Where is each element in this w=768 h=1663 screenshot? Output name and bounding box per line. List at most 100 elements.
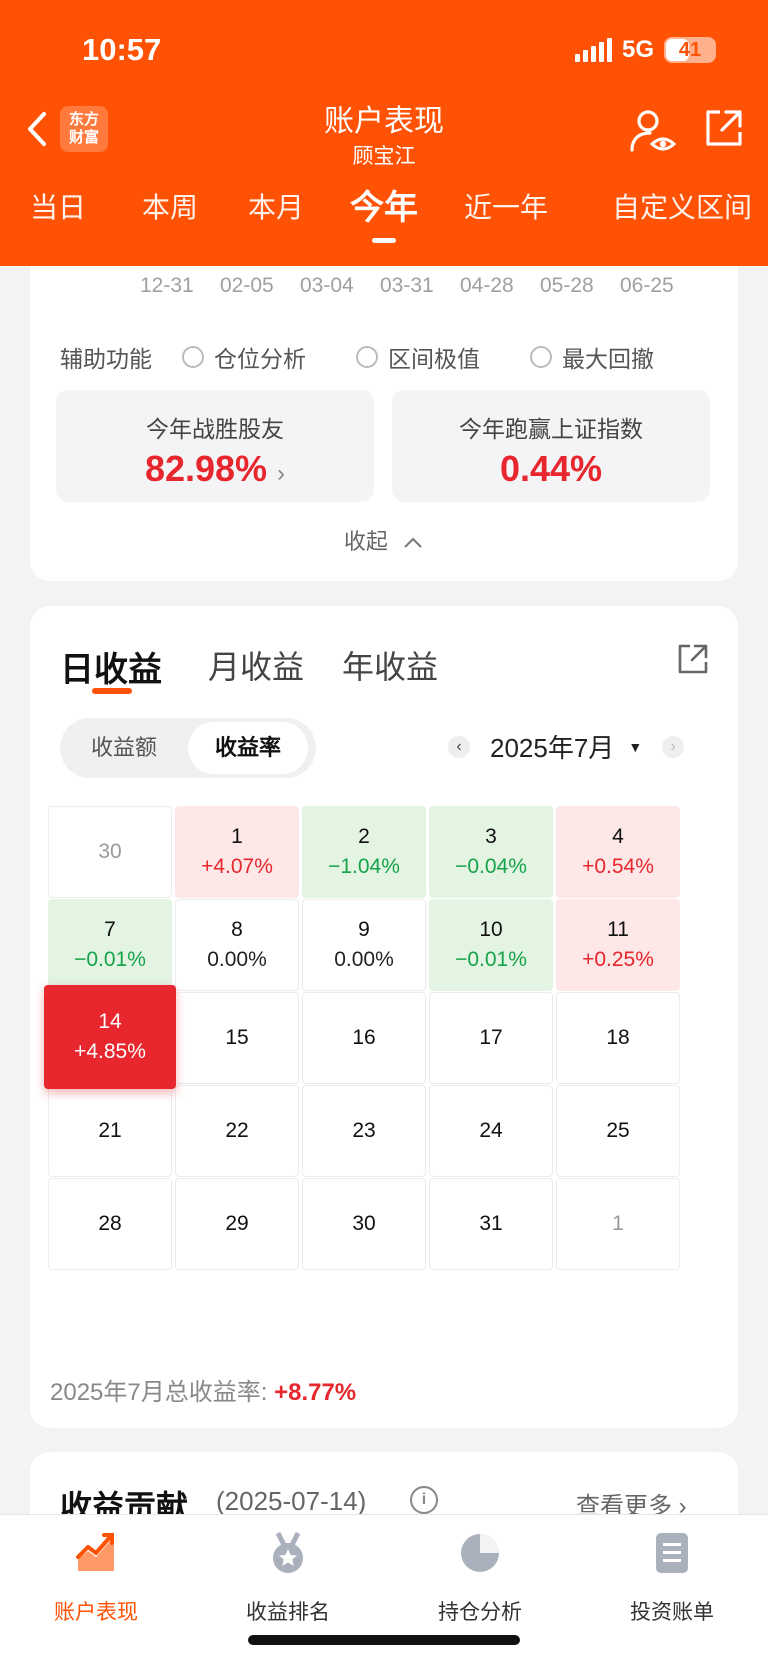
day-number: 4 <box>612 825 624 848</box>
day-return-rate: +4.85% <box>74 1040 146 1063</box>
calendar-day[interactable]: 2 −1.04% <box>302 806 426 898</box>
profit-card: 日收益 月收益 年收益 收益额 收益率 ‹ 2025年7月 ▼ › 周一 周二 … <box>30 606 738 1428</box>
month-select[interactable]: 2025年7月 <box>490 733 615 763</box>
month-total: 2025年7月总收益率: +8.77% <box>50 1372 356 1407</box>
toggle-amount[interactable]: 收益额 <box>90 735 157 760</box>
account-name: 顾宝江 <box>352 145 416 168</box>
calendar-day[interactable]: 21 <box>48 1085 172 1177</box>
calendar-day[interactable]: 18 <box>556 992 680 1084</box>
calendar-day[interactable]: 10 −0.01% <box>429 899 553 991</box>
calendar-day[interactable]: 29 <box>175 1178 299 1270</box>
bill-icon <box>656 1533 688 1573</box>
day-number: 23 <box>352 1119 376 1142</box>
day-number: 21 <box>98 1119 122 1142</box>
status-indicators: 5G 41 <box>574 36 716 64</box>
tab-this-year[interactable]: 今年 <box>350 189 418 227</box>
tab-monthly-profit[interactable]: 月收益 <box>208 649 305 685</box>
day-number: 11 <box>607 918 629 941</box>
calendar-day[interactable]: 25 <box>556 1085 680 1177</box>
day-number: 10 <box>479 918 503 941</box>
day-number: 31 <box>479 1212 503 1235</box>
back-arrow-icon[interactable] <box>20 106 54 152</box>
calendar-day[interactable]: 17 <box>429 992 553 1084</box>
trend-chart-icon <box>76 1533 114 1571</box>
brand-logo: 东方 财富 <box>60 106 108 152</box>
calendar-day[interactable]: 16 <box>302 992 426 1084</box>
calendar-day[interactable]: 1 +4.07% <box>175 806 299 898</box>
medal-icon <box>273 1531 303 1573</box>
month-total-value: +8.77% <box>274 1379 357 1406</box>
tab-this-month[interactable]: 本月 <box>248 192 305 223</box>
month-total-label: 2025年7月总收益率: <box>50 1379 268 1406</box>
calendar-day[interactable]: 30 <box>48 806 172 898</box>
user-watch-icon[interactable] <box>628 106 678 156</box>
collapse-button[interactable]: 收起 <box>30 524 738 556</box>
home-indicator <box>248 1635 520 1645</box>
calendar-day[interactable]: 31 <box>429 1178 553 1270</box>
calendar-day[interactable]: 3 −0.04% <box>429 806 553 898</box>
day-return-rate: −0.01% <box>455 948 527 971</box>
beat-index-box: 今年跑赢上证指数 0.44% <box>392 390 710 502</box>
day-return-rate: −1.04% <box>328 855 400 878</box>
chevron-right-icon: › <box>678 1493 687 1520</box>
calendar-day[interactable]: 1 <box>556 1178 680 1270</box>
date-tick: 02-05 <box>220 274 274 297</box>
calendar-day[interactable]: 15 <box>175 992 299 1084</box>
calendar-day[interactable]: 7 −0.01% <box>48 899 172 991</box>
toggle-rate[interactable]: 收益率 <box>188 722 308 774</box>
date-tick: 12-31 <box>140 274 194 297</box>
next-month-icon[interactable]: › <box>662 735 685 758</box>
nav-investment-bill[interactable]: 投资账单 <box>576 1531 768 1626</box>
calendar-day[interactable]: 14 +4.85% <box>44 985 176 1089</box>
day-number: 2 <box>358 825 370 848</box>
day-number: 30 <box>352 1212 376 1235</box>
calendar-day[interactable]: 9 0.00% <box>302 899 426 991</box>
page-title: 账户表现 <box>324 105 444 138</box>
tab-daily-profit[interactable]: 日收益 <box>60 651 162 689</box>
share-icon[interactable] <box>676 642 710 676</box>
day-number: 24 <box>479 1119 503 1142</box>
nav-holdings-analysis[interactable]: 持仓分析 <box>384 1531 576 1626</box>
beat-index-value: 0.44% <box>499 448 603 489</box>
radio-range-extremes[interactable]: 区间极值 <box>356 340 480 374</box>
beat-friends-box[interactable]: 今年战胜股友 82.98% › <box>56 390 374 502</box>
radio-position-analysis[interactable]: 仓位分析 <box>182 340 306 374</box>
calendar-day[interactable]: 4 +0.54% <box>556 806 680 898</box>
calendar-day[interactable]: 30 <box>302 1178 426 1270</box>
date-tick: 05-28 <box>540 274 594 297</box>
day-number: 29 <box>225 1212 249 1235</box>
calendar-day[interactable]: 28 <box>48 1178 172 1270</box>
caret-down-icon[interactable]: ▼ <box>628 738 643 755</box>
tab-indicator <box>372 238 396 243</box>
nav-profit-ranking[interactable]: 收益排名 <box>192 1531 384 1626</box>
prev-month-icon[interactable]: ‹ <box>448 735 470 758</box>
radio-max-drawdown[interactable]: 最大回撤 <box>530 340 654 374</box>
day-number: 1 <box>612 1212 624 1235</box>
tab-last-year[interactable]: 近一年 <box>464 192 549 223</box>
radio-circle-icon <box>530 346 552 368</box>
battery-icon: 41 <box>664 37 716 63</box>
info-icon[interactable]: i <box>410 1486 438 1514</box>
tab-yearly-profit[interactable]: 年收益 <box>342 649 439 685</box>
share-icon[interactable] <box>702 106 746 150</box>
nav-label: 投资账单 <box>630 1601 714 1624</box>
metric-toggle: 收益额 收益率 <box>60 718 316 778</box>
calendar-day[interactable]: 8 0.00% <box>175 899 299 991</box>
nav-account-performance[interactable]: 账户表现 <box>0 1531 192 1626</box>
day-return-rate: +0.54% <box>582 855 654 878</box>
day-number: 9 <box>358 918 370 941</box>
day-number: 3 <box>485 825 497 848</box>
calendar-day[interactable]: 11 +0.25% <box>556 899 680 991</box>
calendar-day[interactable]: 23 <box>302 1085 426 1177</box>
day-return-rate: 0.00% <box>207 948 267 971</box>
calendar-day[interactable]: 22 <box>175 1085 299 1177</box>
day-number: 22 <box>225 1119 249 1142</box>
day-number: 15 <box>225 1026 249 1049</box>
contribution-date: (2025-07-14) <box>216 1486 367 1516</box>
tab-today[interactable]: 当日 <box>30 192 87 223</box>
tab-this-week[interactable]: 本周 <box>142 192 199 223</box>
radio-circle-icon <box>182 346 204 368</box>
beat-friends-label: 今年战胜股友 <box>146 416 284 442</box>
calendar-day[interactable]: 24 <box>429 1085 553 1177</box>
tab-custom-range[interactable]: 自定义区间 <box>612 192 753 223</box>
